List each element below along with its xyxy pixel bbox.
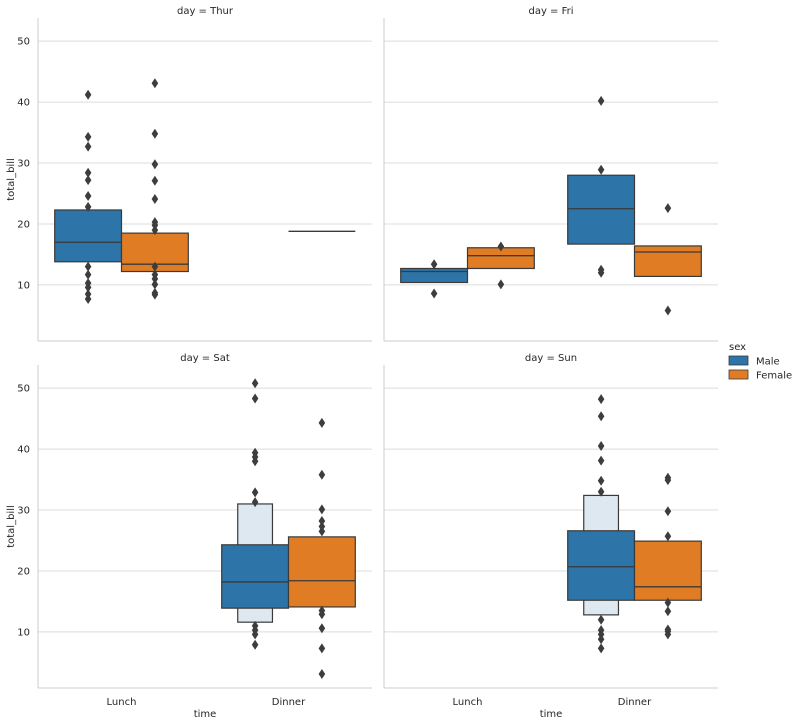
box-iqr [567,174,636,245]
outlier-point [430,259,438,270]
y-tick-label: 40 [17,445,30,456]
outlier-point [251,378,259,389]
legend-label: Male [756,357,780,368]
box-iqr [287,536,356,608]
y-tick-label: 50 [17,37,30,48]
box-iqr [633,245,702,277]
outlier-point [318,469,326,480]
x-tick-label: Lunch [107,697,137,708]
y-tick-label: 50 [17,384,30,395]
outlier-point [84,89,92,100]
outlier-point [597,475,605,486]
x-tick-label: Lunch [453,697,483,708]
outlier-point [151,273,159,284]
outlier-point [151,225,159,236]
y-tick-label: 40 [17,98,30,109]
box-iqr [54,209,123,263]
outlier-point [151,128,159,139]
outlier-point [84,167,92,178]
outlier-point [664,629,672,640]
outlier-point [664,475,672,486]
outlier-point [151,78,159,89]
outlier-point [84,293,92,304]
outlier-point [251,393,259,404]
outlier-point [251,487,259,498]
y-axis-label: total_bill [6,505,17,548]
outlier-point [664,597,672,608]
y-axis-label: total_bill [6,158,17,201]
y-tick-label: 20 [17,566,30,577]
outlier-point [597,455,605,466]
outlier-point [251,456,259,467]
panel-title: day = Thur [177,6,234,17]
outlier-point [151,175,159,186]
outlier-point [251,629,259,640]
panel-title: day = Fri [528,6,573,17]
panel-title: day = Sun [525,353,577,364]
outlier-point [597,394,605,405]
legend-swatch [728,369,749,380]
outlier-point [84,201,92,212]
y-tick-label: 10 [17,280,30,291]
outlier-point [597,486,605,497]
outlier-point [84,175,92,186]
outlier-point [664,203,672,214]
x-tick-label: Dinner [272,697,306,708]
outlier-point [597,634,605,645]
outlier-point [664,531,672,542]
panel-title: day = Sat [180,353,230,364]
outlier-point [597,614,605,625]
outlier-point [84,141,92,152]
outlier-point [497,241,505,252]
outlier-point [597,267,605,278]
outlier-point [151,194,159,205]
outlier-point [597,411,605,422]
outlier-point [84,190,92,201]
outlier-point [151,159,159,170]
outlier-point [497,279,505,290]
box-iqr [633,540,702,601]
outlier-point [84,131,92,142]
outlier-point [151,289,159,300]
outlier-point [151,279,159,290]
box-iqr [567,530,636,601]
legend-swatch [728,355,749,366]
outlier-point [84,269,92,280]
outlier-point [318,609,326,620]
outlier-point [430,288,438,299]
outlier-point [318,623,326,634]
legend-title: sex [729,342,746,353]
outlier-point [664,305,672,316]
outlier-point [151,261,159,272]
y-tick-label: 20 [17,219,30,230]
outlier-point [597,164,605,175]
outlier-point [84,282,92,293]
x-axis-label: time [194,709,217,720]
box-iqr [400,267,469,284]
outlier-point [664,606,672,617]
outlier-point [318,668,326,679]
y-tick-label: 30 [17,506,30,517]
outlier-point [318,504,326,515]
y-tick-label: 30 [17,159,30,170]
legend-label: Female [756,371,792,382]
outlier-point [318,516,326,527]
outlier-point [318,643,326,654]
outlier-point [318,417,326,428]
outlier-point [597,441,605,452]
outlier-point [251,497,259,508]
x-axis-label: time [540,709,563,720]
outlier-point [597,643,605,654]
outlier-point [251,639,259,650]
outlier-point [84,261,92,272]
outlier-point [318,526,326,537]
outlier-point [597,95,605,106]
outlier-point [664,506,672,517]
x-tick-label: Dinner [618,697,652,708]
y-tick-label: 10 [17,627,30,638]
box-iqr [221,544,290,609]
